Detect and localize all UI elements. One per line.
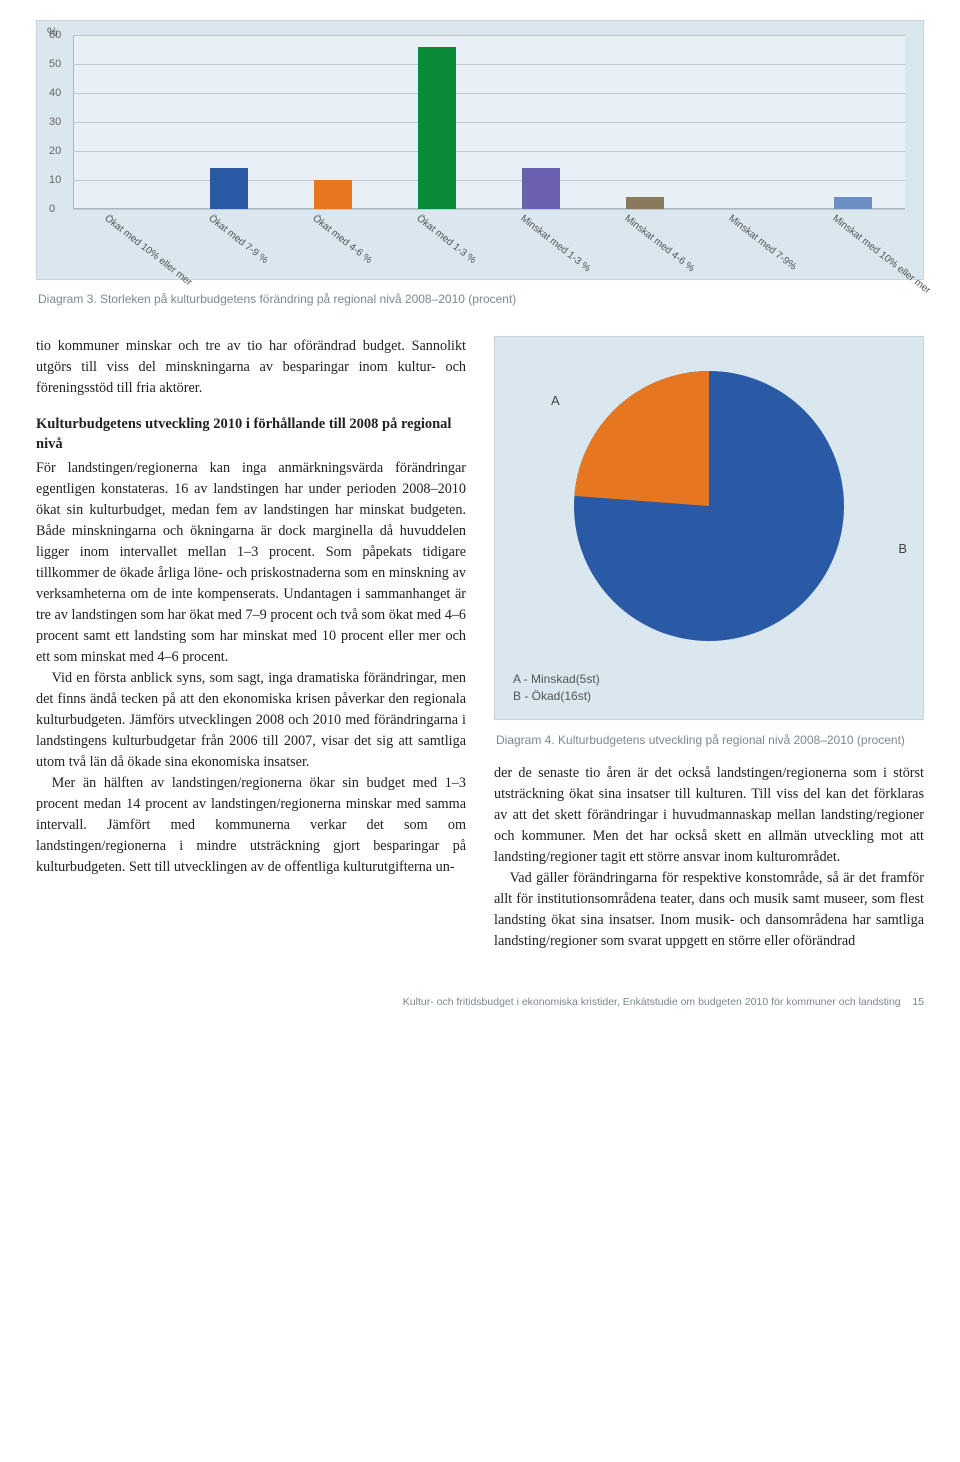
pie-chart-caption: Diagram 4. Kulturbudgetens utveckling på… — [496, 732, 922, 749]
text-columns: tio kommuner minskar och tre av tio har … — [36, 336, 924, 952]
bar — [314, 180, 352, 209]
pie-chart-panel: A B A - Minskad(5st) B - Ökad(16st) — [494, 336, 924, 720]
pie-slice-label-b: B — [898, 539, 907, 558]
pie-slice — [574, 371, 709, 506]
x-tick-label: Ökat med 4-6 % — [311, 213, 375, 266]
y-tick-label: 30 — [49, 116, 61, 128]
right-column: A B A - Minskad(5st) B - Ökad(16st) Diag… — [494, 336, 924, 952]
body-paragraph: der de senaste tio åren är det också lan… — [494, 763, 924, 868]
bar — [626, 197, 664, 209]
pie-slice-label-a: A — [551, 391, 560, 410]
y-tick-label: 60 — [49, 29, 61, 41]
pie-legend-item: B - Ökad(16st) — [513, 688, 905, 705]
footer-text: Kultur- och fritidsbudget i ekonomiska k… — [403, 996, 901, 1008]
bar — [834, 197, 872, 209]
bar-chart-caption: Diagram 3. Storleken på kulturbudgetens … — [38, 292, 922, 306]
bar — [210, 168, 248, 209]
gridline — [73, 35, 905, 36]
left-column: tio kommuner minskar och tre av tio har … — [36, 336, 466, 952]
body-paragraph: tio kommuner minskar och tre av tio har … — [36, 336, 466, 399]
pie-chart-wrap: A B — [513, 361, 905, 651]
y-tick-label: 10 — [49, 174, 61, 186]
x-tick-label: Minskat med 7-9% — [727, 213, 799, 273]
pie-legend: A - Minskad(5st) B - Ökad(16st) — [513, 671, 905, 705]
y-tick-label: 40 — [49, 87, 61, 99]
gridline — [73, 209, 905, 210]
x-tick-label: Minskat med 1-3 % — [519, 213, 593, 274]
y-tick-label: 50 — [49, 58, 61, 70]
bar — [418, 47, 456, 209]
pie-chart — [564, 361, 854, 651]
page-number: 15 — [912, 996, 924, 1008]
body-paragraph: Vad gäller förändringarna för respektive… — [494, 868, 924, 952]
section-heading: Kulturbudgetens utveckling 2010 i förhål… — [36, 415, 466, 454]
x-tick-label: Ökat med 10% eller mer — [103, 213, 195, 288]
bar-chart-panel: % 0102030405060 Ökat med 10% eller merÖk… — [36, 20, 924, 280]
x-tick-label: Ökat med 7-9 % — [207, 213, 271, 266]
gridline — [73, 64, 905, 65]
gridline — [73, 180, 905, 181]
body-paragraph: För landstingen/regionerna kan inga anmä… — [36, 458, 466, 668]
y-tick-label: 0 — [49, 203, 55, 215]
pie-legend-item: A - Minskad(5st) — [513, 671, 905, 688]
page-footer: Kultur- och fritidsbudget i ekonomiska k… — [36, 996, 924, 1008]
x-axis-labels: Ökat med 10% eller merÖkat med 7-9 %Ökat… — [73, 211, 905, 279]
gridline — [73, 151, 905, 152]
body-paragraph: Mer än hälften av landstingen/regionerna… — [36, 773, 466, 878]
x-tick-label: Ökat med 1-3 % — [415, 213, 479, 266]
bar — [522, 168, 560, 209]
gridline — [73, 122, 905, 123]
y-tick-label: 20 — [49, 145, 61, 157]
x-tick-label: Minskat med 10% eller mer — [831, 213, 933, 296]
x-tick-label: Minskat med 4-6 % — [623, 213, 697, 274]
body-paragraph: Vid en första anblick syns, som sagt, in… — [36, 668, 466, 773]
bar-chart-body: 0102030405060 — [73, 35, 905, 209]
gridline — [73, 93, 905, 94]
